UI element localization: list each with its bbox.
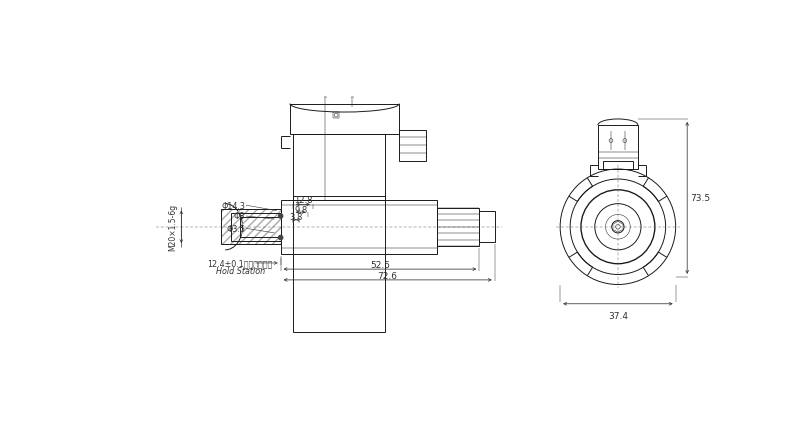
Circle shape [278,236,283,240]
Bar [399,131,426,161]
Bar [293,197,386,201]
Bar [222,210,281,245]
Bar [293,134,386,201]
Bar [333,113,339,119]
Text: 73.5: 73.5 [690,194,710,203]
Bar [602,162,634,170]
Text: M20×1.5-6g: M20×1.5-6g [168,204,178,251]
Text: 9.8: 9.8 [294,205,307,214]
Text: 72.6: 72.6 [378,271,398,280]
Text: Φ14.3: Φ14.3 [222,201,246,210]
Bar [281,201,437,254]
Bar [290,104,399,134]
Text: Hold Station: Hold Station [216,266,266,276]
Bar [479,212,494,243]
Circle shape [278,214,283,219]
Bar [598,126,638,170]
Text: 12.8: 12.8 [294,195,312,204]
Text: 37.4: 37.4 [608,311,628,320]
Bar [222,210,281,245]
Bar [230,214,281,241]
Text: 52.5: 52.5 [370,260,390,270]
Text: 12.4±0.1（吸合位置）: 12.4±0.1（吸合位置） [206,259,272,268]
Bar [240,217,281,237]
Text: 3.8: 3.8 [290,213,302,222]
Text: Φ3.5: Φ3.5 [226,224,246,233]
Bar [437,208,479,247]
Text: Φ8: Φ8 [234,212,246,221]
Bar [293,201,386,332]
